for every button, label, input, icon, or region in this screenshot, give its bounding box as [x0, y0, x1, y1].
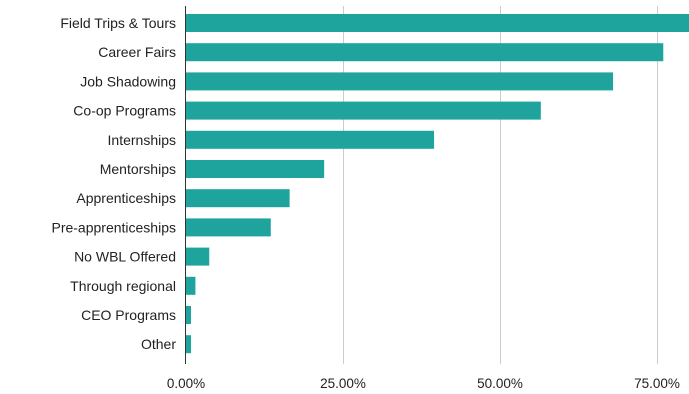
category-label: CEO Programs [81, 307, 176, 323]
x-tick-label: 0.00% [167, 376, 205, 391]
category-label: Other [141, 336, 176, 352]
category-label: Co-op Programs [73, 103, 176, 119]
bar [186, 101, 541, 120]
x-tick-label: 75.00% [634, 376, 680, 391]
category-label: Field Trips & Tours [60, 15, 176, 31]
x-tick-labels: 0.00% 25.00% 50.00% 75.00% [167, 376, 680, 391]
bar [186, 306, 192, 324]
bar [186, 130, 435, 149]
category-label: Internships [108, 132, 176, 148]
bar [186, 335, 192, 354]
category-label: No WBL Offered [74, 249, 176, 265]
gridlines [343, 6, 658, 364]
category-label: Career Fairs [98, 44, 176, 60]
bar [186, 247, 210, 266]
bar [186, 14, 689, 32]
category-labels: Field Trips & Tours Career Fairs Job Shado… [51, 15, 176, 352]
x-tick-label: 25.00% [320, 376, 366, 391]
bar [186, 72, 614, 91]
category-label: Apprenticeships [76, 190, 176, 206]
category-label: Pre-apprenticeships [51, 219, 176, 235]
bar [186, 276, 196, 295]
category-label: Job Shadowing [80, 73, 176, 89]
bar [186, 43, 664, 62]
category-label: Mentorships [100, 161, 176, 177]
x-tick-label: 50.00% [477, 376, 523, 391]
bar [186, 189, 290, 208]
category-label: Through regional [70, 278, 176, 294]
bar [186, 160, 325, 178]
bar [186, 218, 271, 237]
bars [186, 14, 689, 354]
